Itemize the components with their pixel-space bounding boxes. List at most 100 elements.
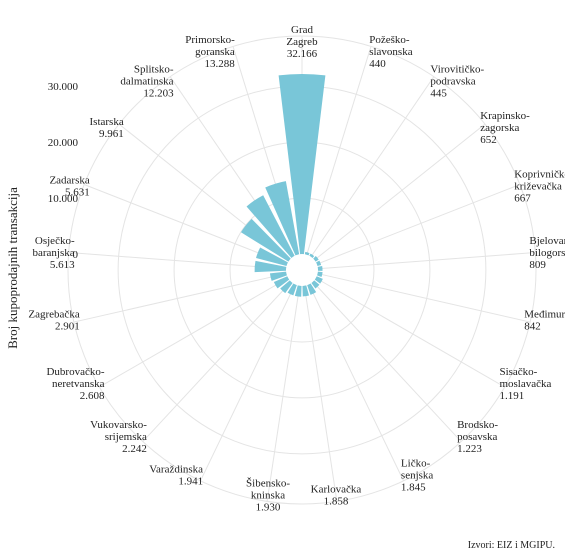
bar-wedge: [304, 251, 310, 256]
category-name: Primorsko-: [185, 34, 235, 46]
category-value: 809: [529, 259, 546, 271]
bar-wedge: [311, 280, 320, 289]
category-name: podravska: [430, 76, 475, 88]
category-name: baranjska: [32, 247, 74, 259]
category-name: Vukovarsko-: [90, 419, 147, 431]
category-label: Vukovarsko-srijemska 2.242: [90, 419, 147, 455]
category-label: Brodsko-posavska 1.223: [457, 419, 498, 455]
category-label: Splitsko-dalmatinska 12.203: [120, 64, 174, 100]
category-name: senjska: [401, 469, 434, 481]
category-name: Grad: [291, 24, 313, 36]
category-value: 2.901: [55, 321, 80, 333]
category-value: 32.166: [287, 48, 318, 60]
category-value: 842: [524, 321, 541, 333]
category-label: Međimurska842: [524, 309, 565, 333]
category-name: zagorska: [480, 122, 519, 134]
category-value: 440: [369, 58, 386, 70]
grid-spoke: [308, 284, 404, 482]
grid-spoke: [83, 184, 288, 265]
category-name: Zagreb: [286, 36, 318, 48]
category-label: Krapinsko-zagorska 652: [480, 110, 530, 146]
y-tick-label: 10.000: [48, 193, 79, 205]
category-value: 1.845: [401, 481, 426, 493]
category-label: Požeško-slavonska 440: [369, 34, 413, 70]
bar-wedge: [254, 260, 287, 273]
bar-wedge: [314, 276, 323, 284]
category-name: Koprivničko-: [514, 169, 565, 181]
category-name: slavonska: [369, 46, 413, 58]
category-name: dalmatinska: [120, 76, 173, 88]
category-value: 9.961: [99, 128, 124, 140]
grid-spoke: [200, 284, 296, 482]
category-name: Ličko-: [401, 457, 431, 469]
category-label: Varaždinska 1.941: [149, 463, 203, 487]
grid-spoke: [303, 285, 338, 502]
bar-wedge: [240, 218, 291, 262]
bar-wedge: [317, 271, 323, 277]
category-value: 5.613: [50, 259, 75, 271]
category-name: Krapinsko-: [480, 110, 530, 122]
category-label: Osječko-baranjska 5.613: [32, 235, 75, 271]
category-value: 667: [514, 193, 531, 205]
category-value: 445: [430, 88, 447, 100]
category-label: Zagrebačka 2.901: [28, 309, 79, 333]
grid-spoke: [142, 281, 292, 442]
bar-wedge: [256, 247, 288, 266]
grid-spoke: [68, 252, 287, 270]
category-name: Zadarska: [49, 175, 89, 187]
bar-wedge: [273, 276, 290, 289]
bar-wedge: [307, 283, 317, 295]
grid-spoke: [317, 252, 536, 270]
grid-spoke: [306, 46, 372, 255]
grid-spoke: [317, 273, 531, 323]
category-name: neretvanska: [52, 378, 105, 390]
grid-spoke: [314, 123, 486, 261]
category-label: Virovitičko-podravska 445: [430, 64, 484, 100]
category-name: goranska: [195, 46, 235, 58]
category-name: Brodsko-: [457, 419, 498, 431]
bar-wedge: [309, 253, 315, 258]
category-value: 1.223: [457, 443, 482, 455]
source-note: Izvori: EIZ i MGIPU.: [468, 540, 555, 551]
y-tick-label: 20.000: [48, 137, 79, 149]
category-value: 5.631: [65, 187, 90, 199]
category-value: 1.858: [324, 495, 349, 507]
category-name: Osječko-: [35, 235, 75, 247]
category-label: Ličko-senjska 1.845: [401, 457, 434, 493]
category-label: Primorsko-goranska 13.288: [185, 34, 235, 70]
category-name: Bjelovarsko-: [529, 235, 565, 247]
bar-wedge: [278, 74, 326, 255]
category-name: srijemska: [105, 431, 147, 443]
category-label: Sisačko-moslavačka 1.191: [499, 366, 551, 402]
bar-wedge: [269, 271, 287, 281]
y-tick-label: 30.000: [48, 81, 79, 93]
bar-wedge: [317, 266, 323, 271]
category-name: Varaždinska: [149, 463, 203, 475]
category-name: Šibensko-: [246, 477, 290, 489]
category-name: Istarska: [90, 116, 124, 128]
category-name: bilogorska: [529, 247, 565, 259]
y-tick-label: 0: [73, 249, 79, 261]
grid-spoke: [266, 285, 301, 502]
bar-wedge: [313, 256, 319, 262]
category-name: kninska: [251, 489, 285, 501]
category-labels: Grad Zagreb 32.166 Požeško-slavonska 440 Viro…: [28, 24, 565, 513]
bar-wedge: [294, 285, 302, 297]
category-name: Karlovačka: [311, 483, 362, 495]
bar-wedge: [246, 195, 295, 258]
grid-spoke: [73, 273, 287, 323]
category-label: Karlovačka 1.858: [311, 483, 362, 507]
category-name: križevačka: [514, 181, 562, 193]
category-value: 652: [480, 134, 497, 146]
category-label: Istarska 9.961: [90, 116, 124, 140]
category-value: 13.288: [205, 58, 236, 70]
grid-spoke: [312, 281, 462, 442]
grid-spoke: [316, 184, 521, 265]
category-label: Zadarska 5.631: [49, 175, 89, 199]
category-value: 12.203: [143, 88, 174, 100]
y-axis-label: Broj kupoprodajnih transakcija: [5, 187, 20, 349]
bar-wedge: [316, 260, 322, 266]
category-name: Zagrebačka: [28, 309, 79, 321]
